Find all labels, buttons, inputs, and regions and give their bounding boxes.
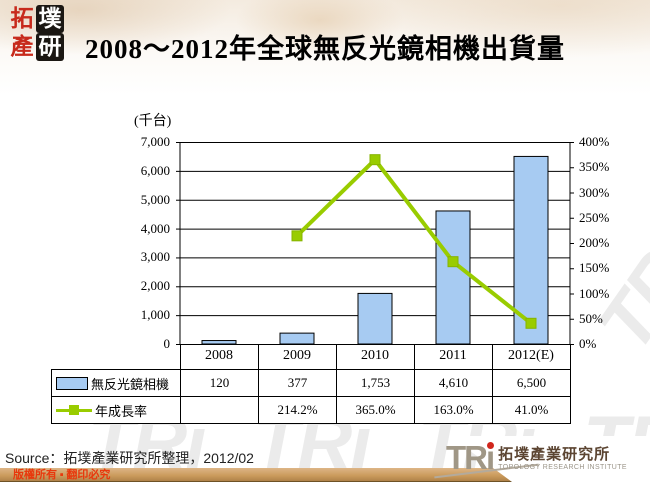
value-cell: 41.0% (492, 396, 571, 424)
right-axis-tick-label: 350% (579, 159, 610, 175)
table-row: 無反光鏡相機 120 377 1,753 4,610 6,500 (51, 369, 571, 397)
stamp-char: 研 (36, 33, 64, 61)
value-cell: 377 (258, 369, 337, 397)
table-row: 年成長率 214.2% 365.0% 163.0% 41.0% (51, 396, 571, 424)
tri-name-chinese: 拓墣產業研究所 (498, 447, 611, 463)
category-label: 2008 (205, 348, 233, 363)
category-label: 2009 (283, 348, 311, 363)
category-label: 2012(E) (508, 348, 554, 363)
tri-logo-red-dot (487, 442, 495, 449)
copyright-text: 版權所有 ▪ 翻印必究 (13, 469, 111, 481)
left-axis-tick-label: 0 (163, 336, 171, 351)
right-axis-tick-label: 400% (579, 134, 610, 149)
value-cell: 214.2% (258, 396, 337, 424)
right-axis-tick-label: 100% (579, 285, 610, 301)
top-texture-band (0, 0, 650, 100)
value-cell (180, 396, 259, 424)
bar-2008 (201, 340, 237, 345)
value-cell: 4,610 (414, 369, 493, 397)
left-axis-tick-label: 3,000 (140, 249, 170, 265)
series-name: 無反光鏡相機 (91, 376, 170, 392)
page-title: 2008～2012年全球無反光鏡相機出貨量 (85, 34, 565, 64)
right-axis-tick-label: 250% (579, 209, 610, 225)
tri-logo-names: 拓墣產業研究所 TOPOLOGY RESEARCH INSTITUTE (498, 441, 627, 471)
tri-acronym: TRi (446, 439, 495, 476)
legend-cell: 年成長率 (51, 396, 181, 424)
growth-marker (369, 154, 381, 166)
tri-stamp-logo: 拓 墣 產 研 (8, 5, 64, 61)
left-axis-tick-label: 7,000 (140, 134, 170, 149)
value-cell: 365.0% (336, 396, 415, 424)
bar-legend-swatch (56, 376, 88, 390)
value-cell: 1,753 (336, 369, 415, 397)
left-axis-tick-label: 1,000 (140, 307, 170, 323)
category-label: 2010 (361, 348, 389, 363)
value-cell: 120 (180, 369, 259, 397)
series-name: 年成長率 (95, 403, 148, 419)
right-axis-tick-label: 300% (579, 184, 610, 200)
legend-data-table: 無反光鏡相機 120 377 1,753 4,610 6,500 年成長率 214.2% 365… (51, 369, 571, 424)
growth-line (295, 156, 533, 325)
left-axis-tick-label: 6,000 (140, 162, 170, 178)
left-axis-tick-label: 4,000 (140, 220, 170, 236)
stamp-char: 拓 (10, 6, 34, 31)
right-axis-tick-label: 200% (579, 235, 610, 250)
left-axis-tick-label: 2,000 (140, 278, 170, 294)
combo-chart-plot (176, 142, 574, 376)
right-axis-tick-label: 0% (579, 336, 597, 351)
bar-2010 (357, 292, 393, 345)
growth-marker (291, 230, 303, 242)
tri-name-english: TOPOLOGY RESEARCH INSTITUTE (498, 464, 627, 471)
bar-2011 (435, 210, 471, 345)
left-axis-unit-label: (千台) (134, 114, 172, 129)
source-note: Source：拓墣產業研究所整理，2012/02 (5, 450, 254, 466)
left-axis-tick-label: 5,000 (140, 191, 170, 207)
growth-marker (525, 317, 537, 329)
growth-marker (447, 256, 459, 268)
legend-cell: 無反光鏡相機 (51, 369, 181, 397)
category-label: 2011 (439, 348, 467, 363)
right-axis-tick-label: 50% (579, 310, 603, 326)
line-legend-swatch (56, 404, 92, 416)
stamp-char: 墣 (36, 5, 64, 33)
stamp-char: 產 (10, 34, 34, 59)
bar-2009 (279, 332, 315, 345)
value-cell: 163.0% (414, 396, 493, 424)
value-cell: 6,500 (492, 369, 571, 397)
tri-footer-logo: TRi 拓墣產業研究所 TOPOLOGY RESEARCH INSTITUTE (446, 441, 627, 474)
right-axis-tick-label: 150% (579, 260, 610, 276)
